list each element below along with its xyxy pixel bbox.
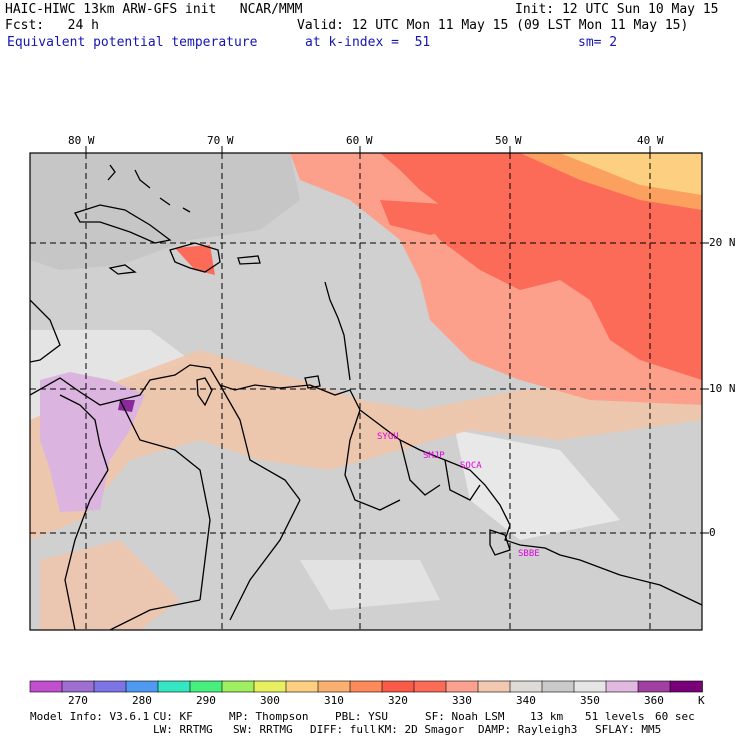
colorbar-swatch — [93, 680, 127, 693]
smoothing: sm= 2 — [578, 35, 618, 50]
map-frame — [29, 152, 703, 631]
colorbar-swatch — [189, 680, 223, 693]
colorbar-swatch — [317, 680, 351, 693]
colorbar-swatch — [221, 680, 255, 693]
colorbar-tick-label: 320 — [388, 694, 408, 707]
lon-label-60w: 60 W — [346, 134, 373, 147]
model-info: Model Info: V3.6.1 — [30, 710, 150, 723]
lon-label-50w: 50 W — [495, 134, 522, 147]
colorbar-tick-label: 270 — [68, 694, 88, 707]
model-title: HAIC-HIWC 13km ARW-GFS init NCAR/MMM — [5, 2, 303, 17]
cumulus-scheme: CU: KF — [153, 710, 193, 723]
colorbar-tick-label: 310 — [324, 694, 344, 707]
longwave-scheme: LW: RRTMG — [153, 723, 213, 736]
valid-time: Valid: 12 UTC Mon 11 May 15 (09 LST Mon … — [297, 18, 689, 33]
time-step: 60 sec — [655, 710, 695, 723]
colorbar-swatch — [349, 680, 383, 693]
colorbar-swatch — [381, 680, 415, 693]
shortwave-scheme: SW: RRTMG — [233, 723, 293, 736]
colorbar-tick-label: 280 — [132, 694, 152, 707]
diffusion-option: DIFF: full — [310, 723, 377, 736]
colorbar-swatch — [285, 680, 319, 693]
colorbar-tick-label: 350 — [580, 694, 600, 707]
colorbar-tick-label: 290 — [196, 694, 216, 707]
colorbar-swatch — [29, 680, 63, 693]
colorbar-tick-label: 340 — [516, 694, 536, 707]
colorbar-swatch — [253, 680, 287, 693]
station-sygu: SYGU — [377, 432, 399, 442]
theta-e-field — [30, 153, 702, 630]
colorbar-swatch — [477, 680, 511, 693]
colorbar-swatch — [605, 680, 639, 693]
lon-label-40w: 40 W — [637, 134, 664, 147]
microphysics-scheme: MP: Thompson — [229, 710, 309, 723]
lat-label-10n: 10 N — [709, 382, 736, 395]
colorbar-tick-label: 360 — [644, 694, 664, 707]
colorbar-swatch — [157, 680, 191, 693]
colorbar-tick-label: 300 — [260, 694, 280, 707]
lon-label-80w: 80 W — [68, 134, 95, 147]
colorbar-swatch — [125, 680, 159, 693]
colorbar-swatch — [573, 680, 607, 693]
lat-label-20n: 20 N — [709, 236, 736, 249]
forecast-hour: Fcst: 24 h — [5, 18, 99, 33]
colorbar-swatch — [541, 680, 575, 693]
lon-label-70w: 70 W — [207, 134, 234, 147]
colorbar-swatch — [637, 680, 671, 693]
field-name: Equivalent potential temperature — [7, 35, 258, 50]
coastlines — [30, 164, 702, 630]
surface-layer-option: SFLAY: MM5 — [595, 723, 662, 736]
lat-label-0: 0 — [709, 526, 716, 539]
surface-scheme: SF: Noah LSM — [425, 710, 505, 723]
pbl-scheme: PBL: YSU — [335, 710, 388, 723]
colorbar-swatch — [413, 680, 447, 693]
colorbar-swatch — [509, 680, 543, 693]
level-index: at k-index = 51 — [305, 35, 431, 50]
init-time: Init: 12 UTC Sun 10 May 15 — [515, 2, 719, 17]
colorbar-tick-label: 330 — [452, 694, 472, 707]
damping-option: DAMP: Rayleigh3 — [478, 723, 578, 736]
lat-lon-grid — [30, 153, 702, 630]
station-soca: SOCA — [460, 461, 482, 471]
station-smjp: SMJP — [423, 451, 445, 461]
colorbar-swatch — [61, 680, 95, 693]
colorbar-swatch — [669, 680, 703, 693]
station-sbbe: SBBE — [518, 549, 540, 559]
colorbar — [29, 680, 703, 693]
km-option: KM: 2D Smagor — [378, 723, 465, 736]
colorbar-unit: K — [698, 694, 705, 707]
vertical-levels: 51 levels — [585, 710, 645, 723]
tick-marks — [85, 146, 709, 534]
grid-spacing: 13 km — [530, 710, 564, 723]
colorbar-swatch — [445, 680, 479, 693]
